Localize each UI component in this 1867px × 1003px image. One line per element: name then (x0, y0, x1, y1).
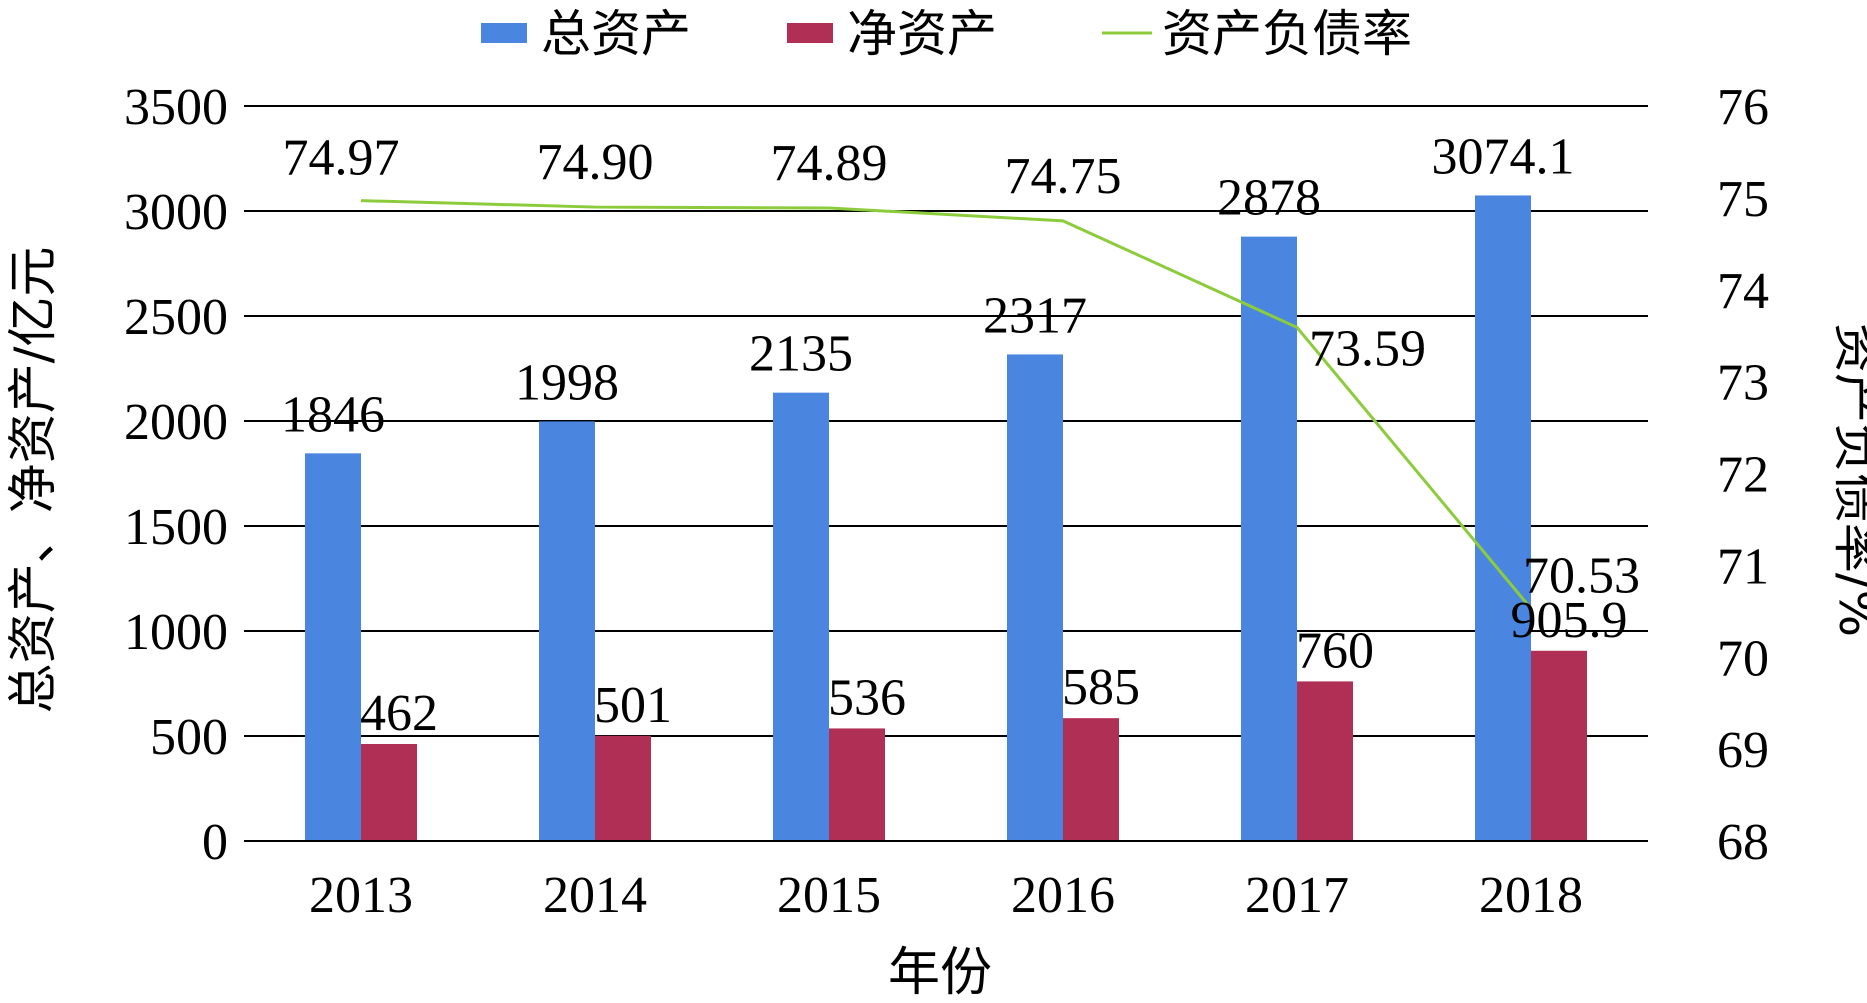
data-label-net-assets: 536 (828, 669, 906, 726)
data-label-total-assets: 3074.1 (1432, 128, 1575, 185)
data-label-debt-ratio: 73.59 (1309, 320, 1426, 377)
bar-total-assets (539, 421, 595, 841)
bar-net-assets (829, 728, 885, 841)
legend: 总资产 净资产 资产负债率 (481, 5, 1412, 63)
y-left-tick-label: 3500 (124, 79, 228, 136)
x-tick-label: 2017 (1245, 867, 1349, 924)
data-label-net-assets: 462 (360, 685, 438, 742)
gridlines (244, 105, 1648, 737)
legend-swatch (481, 23, 527, 43)
data-label-net-assets: 501 (594, 677, 672, 734)
y-right-tick-label: 75 (1717, 171, 1769, 228)
data-label-net-assets: 585 (1062, 659, 1140, 716)
data-label-net-assets: 760 (1296, 622, 1374, 679)
bar-net-assets (1531, 650, 1587, 841)
x-axis-title: 年份 (888, 943, 992, 1003)
x-tick-label: 2016 (1011, 867, 1115, 924)
line-debt-ratio (360, 199, 1533, 610)
bar-net-assets (361, 743, 417, 841)
y-left-tick-label: 2500 (124, 289, 228, 346)
y-right-tick-label: 68 (1717, 814, 1769, 871)
legend-label: 总资产 (541, 5, 691, 63)
y-right-tick-label: 73 (1717, 355, 1769, 412)
data-label-debt-ratio: 74.97 (283, 130, 400, 187)
bar-total-assets (1241, 236, 1297, 841)
legend-swatch (787, 23, 833, 43)
data-label-debt-ratio: 74.90 (537, 134, 654, 191)
x-tick-label: 2018 (1479, 867, 1583, 924)
y-right-tick-label: 74 (1717, 263, 1769, 320)
legend-label: 净资产 (847, 5, 997, 63)
y-left-tick-label: 0 (202, 814, 228, 871)
y-right-axis-title: 资产负债率/% (1828, 323, 1867, 637)
bar-total-assets (305, 453, 361, 841)
y-left-tick-label: 1500 (124, 499, 228, 556)
y-left-tick-label: 500 (150, 709, 228, 766)
y-right-tick-label: 70 (1717, 630, 1769, 687)
y-left-tick-label: 3000 (124, 184, 228, 241)
x-tick-label: 2015 (777, 867, 881, 924)
bar-total-assets (1475, 195, 1531, 842)
bar-total-assets (773, 392, 829, 841)
x-tick-label: 2014 (543, 867, 647, 924)
y-right-tick-label: 76 (1717, 79, 1769, 136)
y-right-tick-label: 72 (1717, 447, 1769, 504)
debt-ratio-line (360, 199, 1533, 610)
y-left-tick-label: 2000 (124, 394, 228, 451)
y-right-tick-label: 71 (1717, 538, 1769, 595)
x-tick-label: 2013 (309, 867, 413, 924)
bar-net-assets (1297, 681, 1353, 841)
legend-label: 资产负债率 (1162, 5, 1412, 63)
axes: 0 500 1000 1500 2000 2500 3000 3500 68 69 70 71 72 73… (4, 79, 1867, 1003)
data-label-debt-ratio: 70.53 (1523, 548, 1640, 605)
data-label-net-assets: 905.9 (1511, 592, 1628, 649)
bars (305, 195, 1587, 842)
data-label-total-assets: 1846 (281, 386, 385, 443)
bar-net-assets (1063, 718, 1119, 841)
data-label-total-assets: 2878 (1217, 170, 1321, 227)
bar-total-assets (1007, 354, 1063, 841)
data-label-total-assets: 2135 (749, 326, 853, 383)
y-left-tick-label: 1000 (124, 604, 228, 661)
data-labels: 1846 462 1998 501 2135 536 2317 585 2878 760 3074.… (281, 128, 1640, 742)
data-label-debt-ratio: 74.89 (771, 135, 888, 192)
y-left-axis-title: 总资产、净资产/亿元 (4, 247, 62, 714)
data-label-debt-ratio: 74.75 (1005, 148, 1122, 205)
data-label-total-assets: 1998 (515, 354, 619, 411)
y-right-tick-label: 69 (1717, 722, 1769, 779)
bar-net-assets (595, 735, 651, 841)
data-label-total-assets: 2317 (983, 287, 1087, 344)
